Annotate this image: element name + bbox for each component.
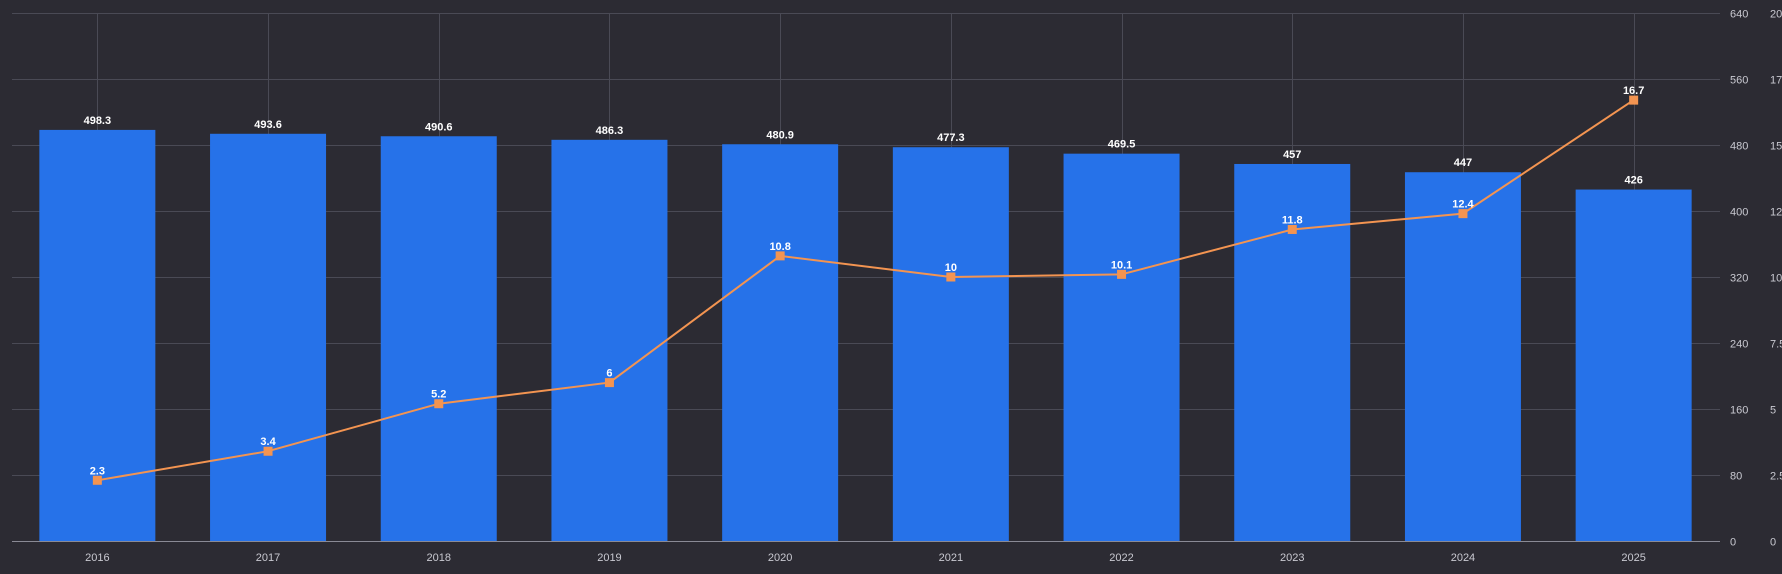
y-left-tick-label: 640 [1730,9,1748,21]
line-value-label: 10.1 [1111,259,1132,271]
bar-value-label: 469.5 [1108,139,1136,151]
line-point [434,399,444,409]
line-value-label: 2.3 [90,465,105,477]
bar-series [39,129,1692,542]
x-tick-label: 2019 [597,552,621,564]
bar [1404,172,1521,541]
x-tick-label: 2018 [427,552,451,564]
y-right-tick-label: 17.5 [1770,75,1782,87]
y-right-tick-label: 0 [1770,537,1776,549]
y-right-tick-label: 20 [1770,9,1782,21]
bar-value-label: 457 [1283,149,1301,161]
x-tick-label: 2021 [939,552,963,564]
line-value-label: 10 [945,262,957,274]
line-point [1117,269,1127,279]
y-right-tick-label: 7.5 [1770,339,1782,351]
y-left-tick-label: 400 [1730,207,1748,219]
line-series [92,95,1639,485]
y-left-tick-label: 0 [1730,537,1736,549]
x-tick-label: 2020 [768,552,792,564]
line-point [1287,224,1297,234]
line-point [946,272,956,282]
bar-value-label: 493.6 [254,119,282,131]
bar-value-label: 447 [1454,157,1472,169]
line-path [97,99,1635,482]
x-tick-label: 2022 [1109,552,1133,564]
line-value-label: 10.8 [769,241,790,253]
y-left-tick-label: 560 [1730,75,1748,87]
bar-value-label: 486.3 [596,125,624,137]
y-left-tick-label: 80 [1730,471,1742,483]
bar-value-label: 498.3 [84,115,112,127]
bar-value-label: 490.6 [425,121,453,133]
bar [39,129,156,541]
bar [1575,189,1692,542]
line-value-label: 5.2 [431,389,446,401]
line-point [775,251,785,261]
bar-value-label: 477.3 [937,132,965,144]
bar [380,136,497,541]
line-point [92,475,102,485]
bar-value-label: 480.9 [766,129,794,141]
bar [551,139,668,542]
bar-value-label: 426 [1624,175,1642,187]
line-point [1458,209,1468,219]
y-right-tick-label: 5 [1770,405,1776,417]
x-tick-label: 2024 [1451,552,1475,564]
y-right-tick-label: 15 [1770,141,1782,153]
x-tick-label: 2023 [1280,552,1304,564]
x-tick-label: 2025 [1621,552,1645,564]
line-value-label: 3.4 [260,436,276,448]
x-tick-label: 2016 [85,552,109,564]
line-point [1629,95,1639,105]
line-value-label: 16.7 [1623,85,1644,97]
y-left-tick-label: 240 [1730,339,1748,351]
line-point [263,446,273,456]
y-left-tick-label: 480 [1730,141,1748,153]
data-labels: 498.3 493.6 490.6 486.3 480.9 477.3 469.5 457 44… [84,85,1645,477]
bar [1063,153,1180,541]
line-point [604,378,614,388]
bar [722,144,839,541]
y-left-tick-label: 160 [1730,405,1748,417]
bar [892,147,1009,542]
line-value-label: 12.4 [1452,199,1474,211]
line-value-label: 11.8 [1282,214,1303,226]
bar [210,133,327,541]
x-tick-label: 2017 [256,552,280,564]
y-left-tick-label: 320 [1730,273,1748,285]
line-value-label: 6 [606,368,612,380]
y-right-tick-label: 12.5 [1770,207,1782,219]
y-right-tick-label: 10 [1770,273,1782,285]
axes: 0 0 80 2.5 160 5 240 7.5 320 10 400 12.5 480 15 560 17.… [12,9,1782,564]
y-right-tick-label: 2.5 [1770,471,1782,483]
